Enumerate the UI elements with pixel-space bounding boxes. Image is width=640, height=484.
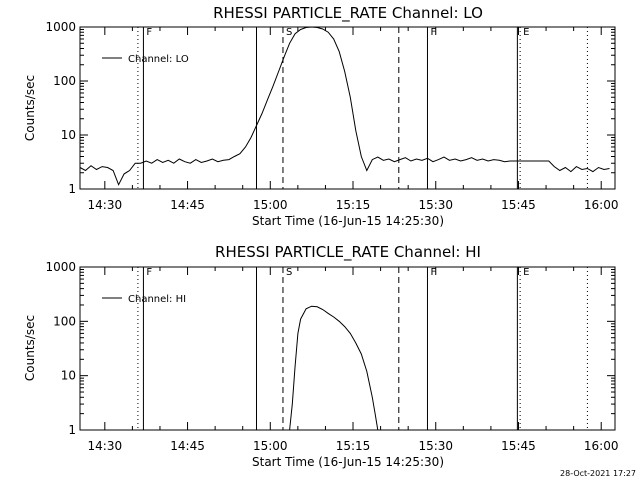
plot-lo-axes-box bbox=[79, 26, 616, 190]
plot-hi-xtick-label: 14:30 bbox=[88, 439, 123, 453]
plot-lo-xtick-label: 15:00 bbox=[253, 198, 288, 212]
plot-hi-xlabel: Start Time (16-Jun-15 14:25:30) bbox=[252, 455, 444, 469]
plot-lo-series-line bbox=[79, 26, 610, 186]
plot-hi-xtick-label: 15:15 bbox=[336, 439, 371, 453]
plot-lo-ytick-label: 1000 bbox=[45, 20, 76, 34]
plot-hi-event-marker: F bbox=[146, 267, 152, 278]
plot-hi-legend-label: Channel: HI bbox=[128, 294, 186, 305]
plot-lo-ylabel: Counts/sec bbox=[23, 75, 37, 141]
plot-lo-event-marker: S bbox=[286, 27, 292, 38]
plot-lo-ytick-label: 100 bbox=[53, 74, 76, 88]
plot-lo-legend-label: Channel: LO bbox=[128, 54, 189, 65]
timestamp: 28-Oct-2021 17:27 bbox=[560, 469, 636, 478]
plot-lo-ytick-label: 1 bbox=[68, 182, 76, 196]
plot-lo-xtick-label: 14:45 bbox=[170, 198, 205, 212]
plot-lo-ytick-label: 10 bbox=[61, 128, 76, 142]
plot-lo-title: RHESSI PARTICLE_RATE Channel: LO bbox=[213, 4, 483, 23]
plot-hi-xtick-label: 15:30 bbox=[418, 439, 453, 453]
plot-lo-xlabel: Start Time (16-Jun-15 14:25:30) bbox=[252, 214, 444, 228]
plot-hi-ytick-label: 1000 bbox=[45, 260, 76, 274]
plot-lo-xtick-label: 15:30 bbox=[418, 198, 453, 212]
plot-hi-event-marker: F bbox=[430, 267, 436, 278]
plot-hi-xtick-label: 16:00 bbox=[584, 439, 619, 453]
plot-lo-event-marker: F bbox=[146, 27, 152, 38]
plot-hi-ytick-label: 10 bbox=[61, 369, 76, 383]
plot-hi-event-marker: S bbox=[286, 267, 292, 278]
plot-lo-event-marker: F bbox=[430, 27, 436, 38]
plot-lo-xtick-label: 14:30 bbox=[88, 198, 123, 212]
plot-hi-xtick-label: 14:45 bbox=[170, 439, 205, 453]
plot-hi-event-marker: E bbox=[523, 267, 529, 278]
plot-hi-series-line bbox=[289, 305, 379, 431]
plot-hi: 1 10 100 1000 14:30 14:45 15:00 15:15 15:30 15:45… bbox=[45, 260, 618, 453]
plot-hi-axes-box bbox=[79, 266, 616, 431]
plot-lo: 1 10 100 1000 14:30 14:45 15:00 15:15 15:30 15:45… bbox=[45, 20, 618, 212]
plot-lo-xtick-label: 15:15 bbox=[336, 198, 371, 212]
plot-hi-ytick-label: 100 bbox=[53, 314, 76, 328]
plot-lo-event-marker: E bbox=[523, 27, 529, 38]
plot-hi-xtick-label: 15:00 bbox=[253, 439, 288, 453]
plot-hi-title: RHESSI PARTICLE_RATE Channel: HI bbox=[215, 243, 481, 262]
plot-lo-xtick-label: 15:45 bbox=[501, 198, 536, 212]
plot-hi-ylabel: Counts/sec bbox=[23, 315, 37, 381]
plot-lo-xtick-label: 16:00 bbox=[584, 198, 619, 212]
plot-hi-ytick-label: 1 bbox=[68, 423, 76, 437]
plot-hi-xtick-label: 15:45 bbox=[501, 439, 536, 453]
